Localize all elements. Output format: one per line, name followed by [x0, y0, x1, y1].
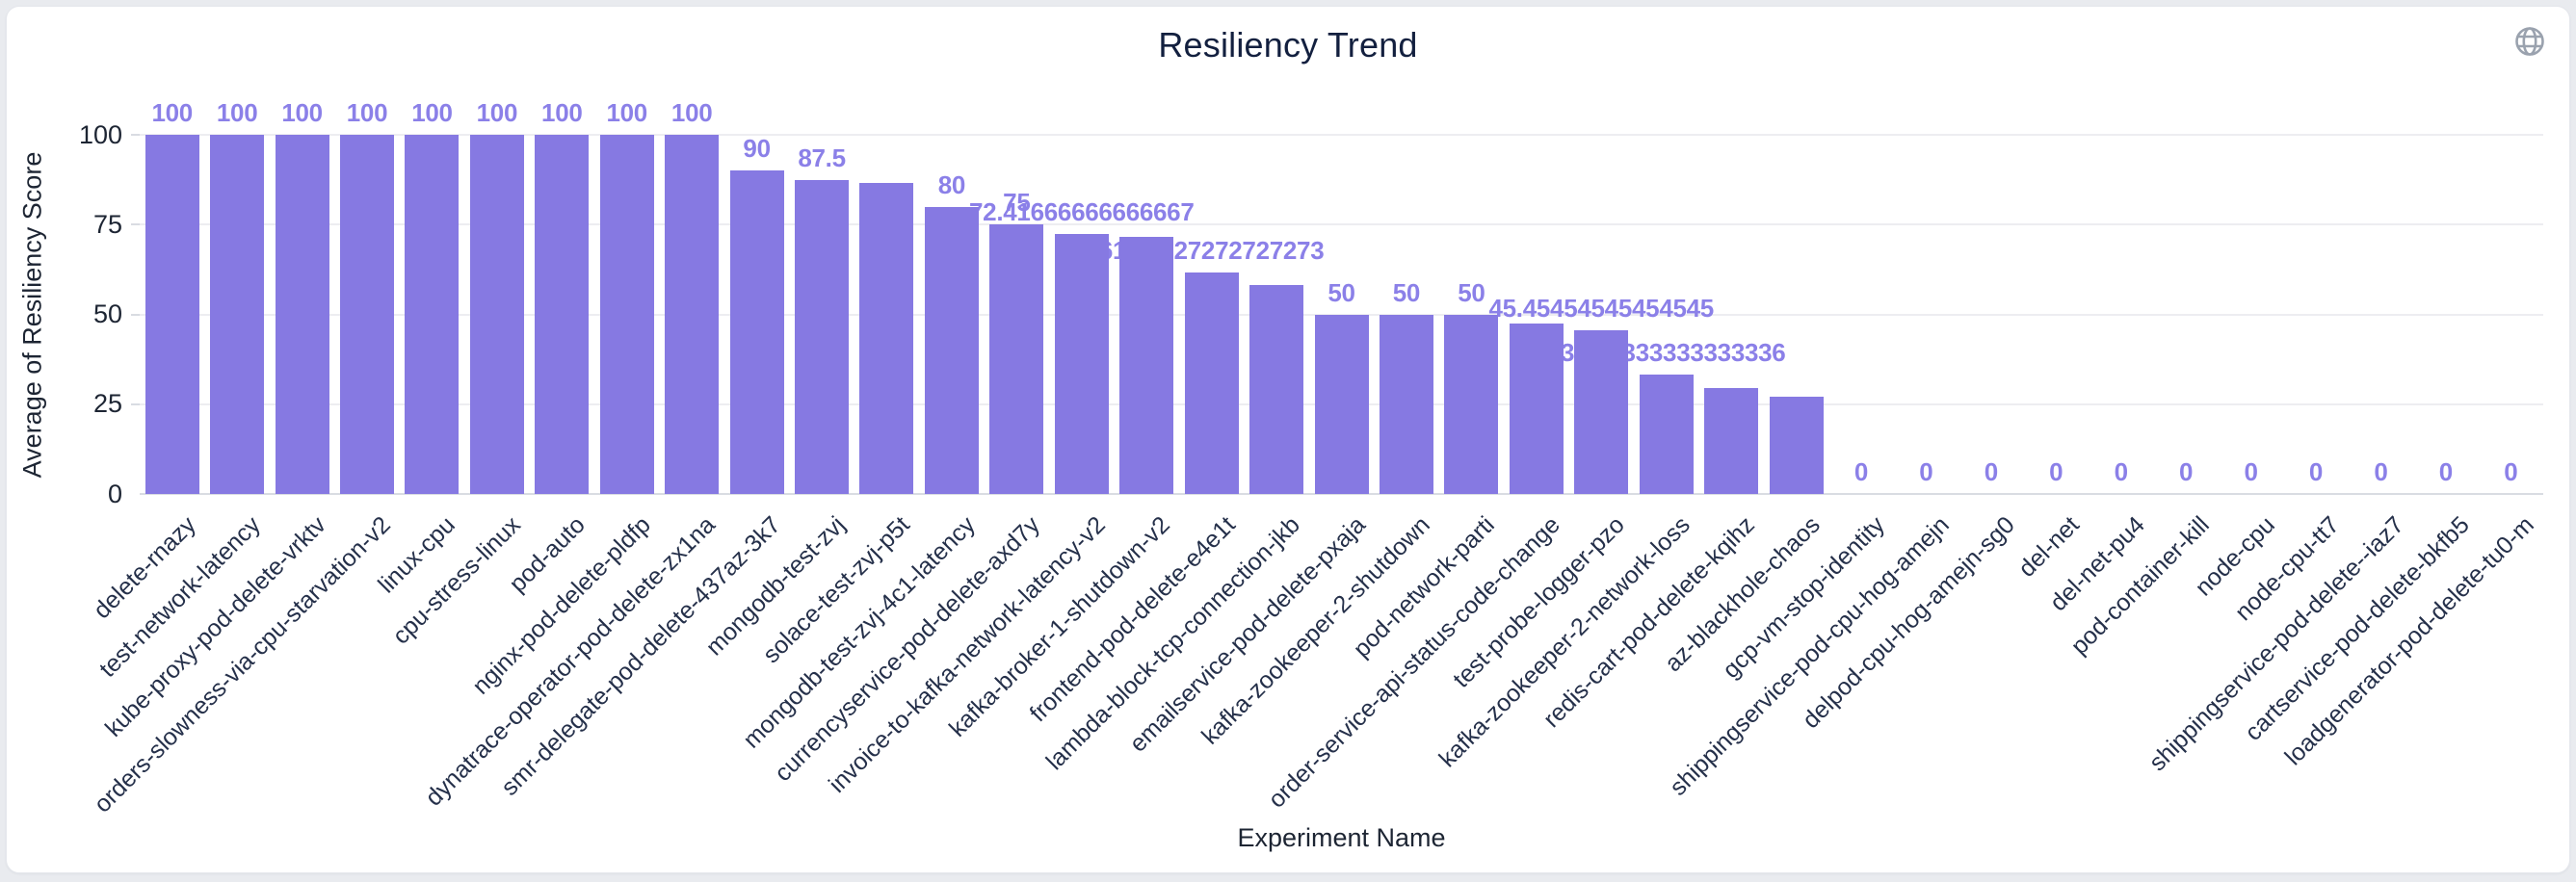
bar[interactable] [1119, 236, 1174, 494]
bar-value-label-text: 90 [743, 134, 771, 164]
bar-value-label-text: 0 [2308, 457, 2324, 486]
bar[interactable] [924, 206, 979, 494]
x-axis-title: Experiment Name [1237, 823, 1446, 852]
bar[interactable] [1704, 387, 1759, 494]
bar-value-label-text: 100 [606, 98, 647, 127]
bar-value-label-text: 0 [2049, 457, 2063, 486]
bar-value-label-text: 100 [346, 98, 388, 127]
bar-value-label-text: 0 [1984, 457, 1998, 486]
bar[interactable] [1444, 314, 1499, 494]
bar-value-label-text: 0 [1853, 457, 1869, 486]
bar-value-label-text: 0 [2114, 457, 2128, 486]
y-axis-tick [131, 402, 140, 405]
bar-value-label-text: 50 [1392, 277, 1421, 307]
bar[interactable] [275, 135, 329, 494]
bar[interactable] [665, 135, 720, 494]
bar[interactable] [535, 135, 590, 494]
bar[interactable] [1769, 397, 1824, 494]
bar-value-label-text: 100 [670, 98, 713, 127]
bar-value-label-text: 100 [476, 98, 518, 127]
y-axis-tick-label: 0 [107, 479, 122, 508]
gridline [140, 223, 2543, 226]
y-axis-tick-label: 100 [78, 119, 122, 149]
bar[interactable] [210, 135, 265, 494]
bar[interactable] [1574, 330, 1629, 494]
bar-value-label-text: 100 [216, 98, 258, 127]
bar[interactable] [1054, 233, 1109, 494]
bar-value-label-text: 80 [937, 169, 966, 199]
bar[interactable] [1639, 374, 1694, 494]
bar-value-label-text: 100 [411, 98, 453, 127]
y-axis-tick-label: 25 [92, 389, 122, 419]
globe-icon[interactable] [2512, 24, 2547, 59]
bar[interactable] [145, 135, 199, 494]
bar[interactable] [1509, 323, 1564, 494]
bar[interactable] [989, 224, 1044, 494]
bar[interactable] [1379, 314, 1433, 494]
bar-value-label-text: 50 [1327, 277, 1355, 307]
bar[interactable] [795, 179, 850, 494]
gridline [140, 134, 2543, 136]
x-axis-line [140, 493, 2543, 495]
bar-value-label-text: 0 [2504, 457, 2518, 486]
bar-value-label-text: 100 [541, 98, 583, 127]
bar[interactable] [1249, 284, 1304, 494]
bar-value-label-text: 50 [1458, 277, 1485, 307]
chart-title: Resiliency Trend [1158, 25, 1418, 65]
bar[interactable] [340, 135, 394, 494]
bar-value-label-text: 100 [281, 98, 323, 127]
bar-value-label-text: 0 [2374, 457, 2388, 486]
bar-value-label-text: 0 [2438, 457, 2453, 486]
bar-value-label-text: 0 [1919, 457, 1933, 486]
bar[interactable] [405, 135, 460, 494]
y-axis-tick [131, 223, 140, 226]
bar[interactable] [729, 170, 784, 494]
bar[interactable] [599, 135, 654, 494]
bar-value-label-text: 45.45454545454545 [1488, 294, 1714, 324]
bar-value-label-text: 0 [2179, 457, 2194, 486]
y-axis-tick-label: 75 [92, 209, 122, 239]
y-axis-tick-label: 50 [92, 299, 122, 328]
bar[interactable] [859, 183, 914, 494]
y-axis-tick [131, 134, 140, 136]
bar[interactable] [1184, 272, 1239, 494]
bar-value-label-text: 0 [2244, 457, 2258, 486]
bar[interactable] [1314, 314, 1369, 494]
y-axis-tick [131, 313, 140, 316]
bar-value-label-text: 87.5 [798, 143, 846, 172]
bar-value-label-text: 100 [151, 98, 193, 127]
bar-value-label-text: 75 [1003, 188, 1031, 218]
bar-value-label-text: 72.41666666666667 [969, 196, 1195, 226]
bar[interactable] [469, 135, 524, 494]
